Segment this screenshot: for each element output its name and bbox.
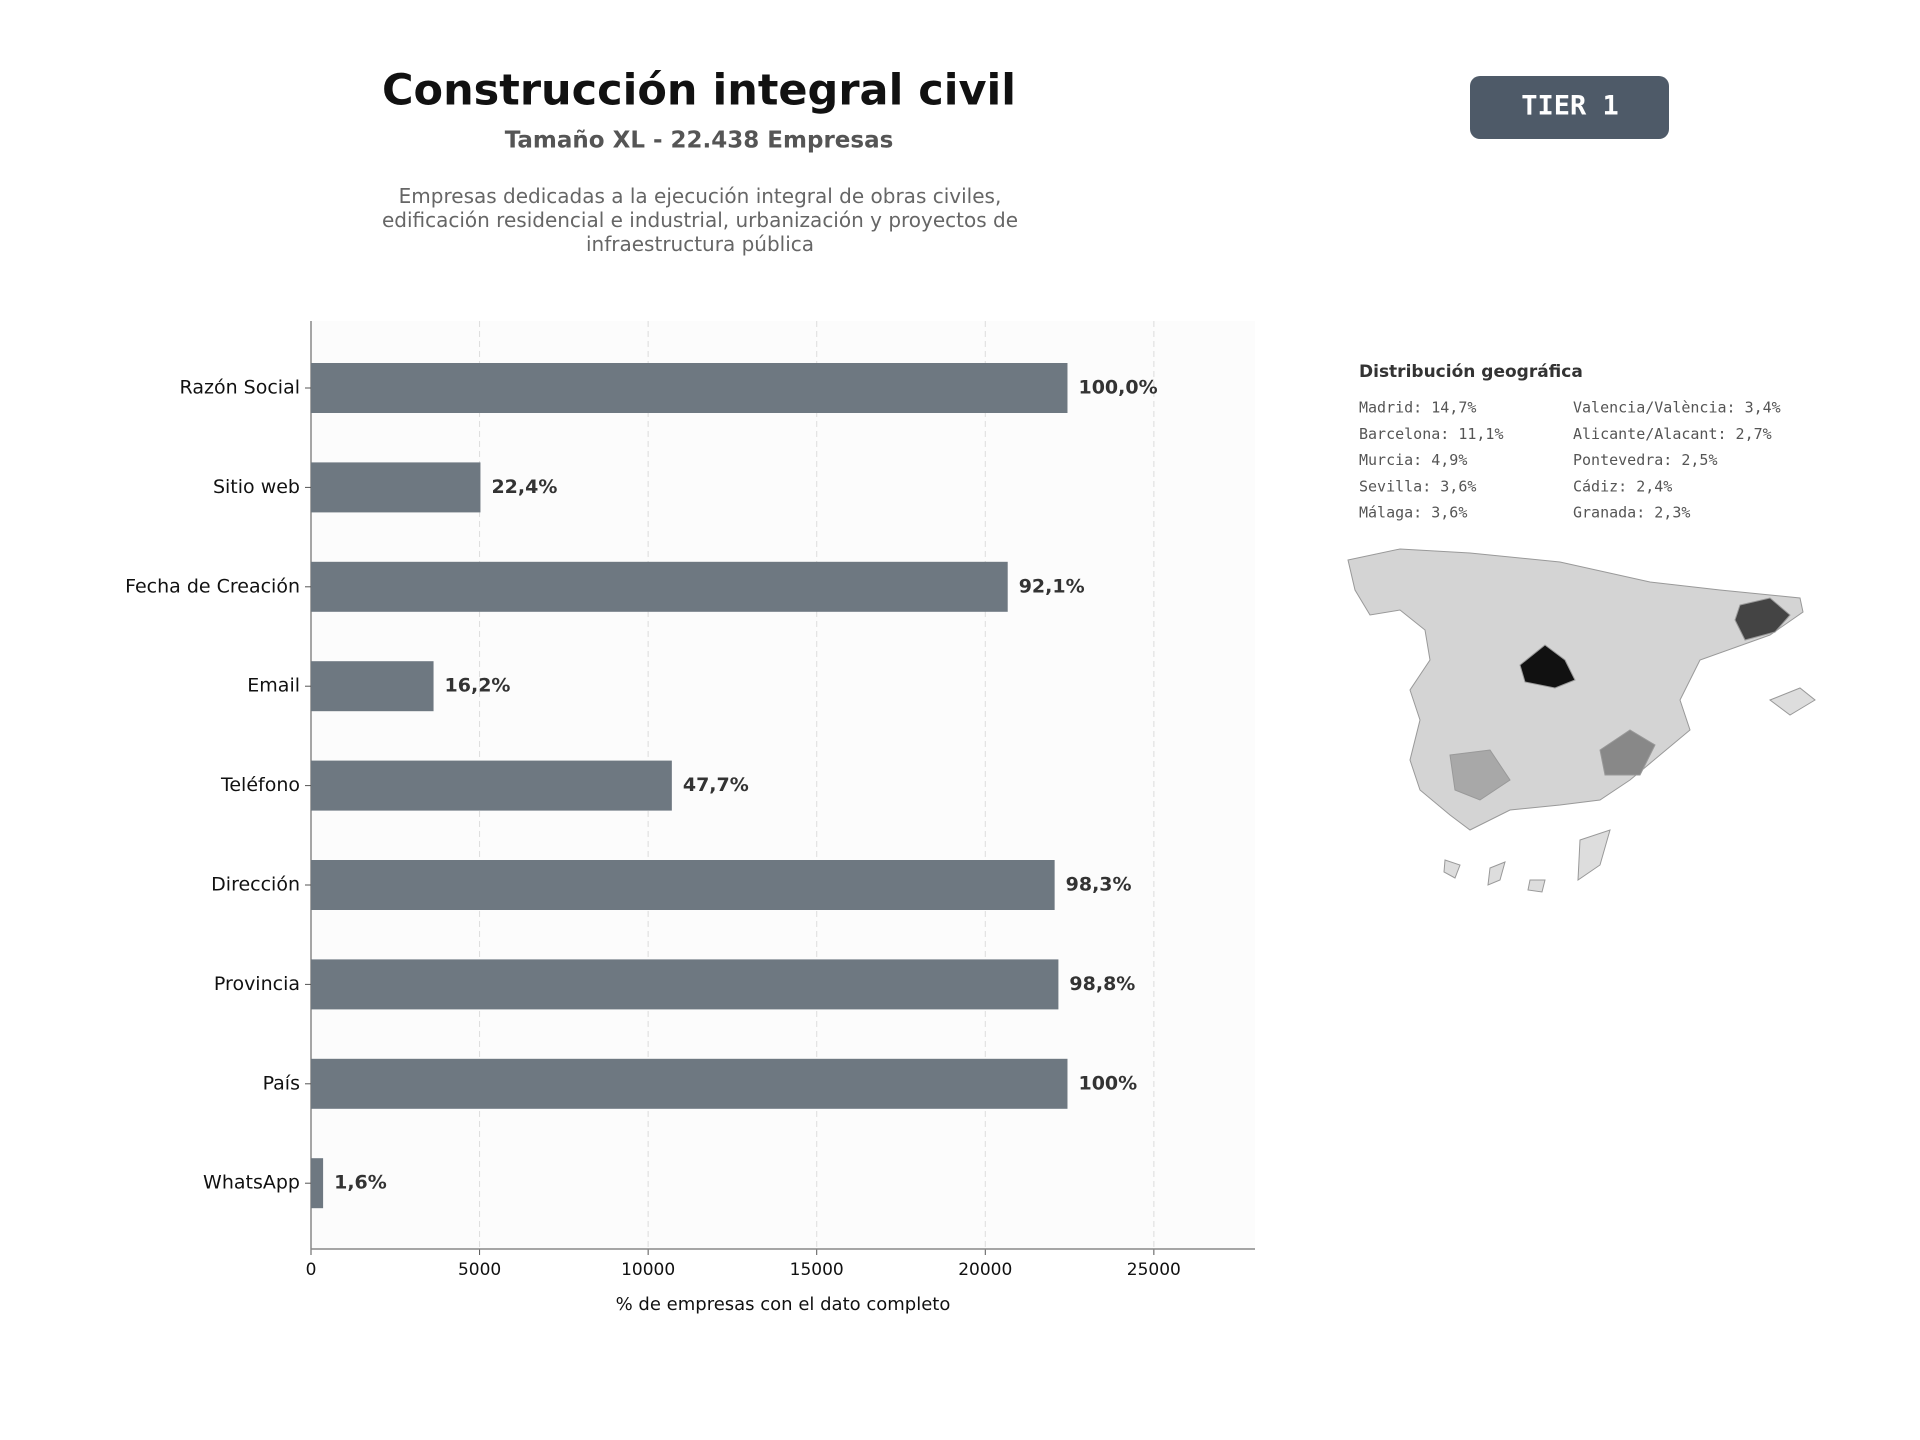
y-tick-label: Provincia — [214, 973, 300, 995]
bar — [311, 363, 1068, 413]
badge: TIER 1 — [1521, 91, 1619, 122]
geo-item: Granada: 2,3% — [1573, 504, 1690, 522]
value-label: 98,3% — [1066, 874, 1132, 896]
value-label: 1,6% — [334, 1172, 387, 1194]
y-tick-label: Razón Social — [180, 377, 300, 399]
geo-item: Pontevedra: 2,5% — [1573, 451, 1718, 469]
x-label: % de empresas con el dato completo — [616, 1294, 951, 1315]
y-tick-label: Dirección — [211, 874, 300, 896]
description: Empresas dedicadas a la ejecución integr… — [381, 184, 1019, 256]
y-tick-label: Fecha de Creación — [125, 575, 300, 597]
map — [1347, 548, 1816, 893]
y-tick-label: Teléfono — [220, 774, 300, 796]
x-tick-label: 5000 — [458, 1260, 501, 1280]
bar — [311, 860, 1055, 910]
x-tick-label: 10000 — [621, 1260, 675, 1280]
value-label: 22,4% — [491, 476, 557, 498]
bar — [311, 959, 1059, 1010]
geo-item: Sevilla: 3,6% — [1359, 477, 1476, 495]
bar — [311, 1058, 1068, 1109]
title: Construcción integral civil — [382, 66, 1016, 116]
y-tick-label: Email — [247, 675, 300, 697]
value-label: 98,8% — [1069, 973, 1135, 995]
bar — [311, 561, 1008, 612]
geo-item: Murcia: 4,9% — [1359, 451, 1467, 469]
geo-item: Barcelona: 11,1% — [1359, 425, 1504, 443]
bar — [311, 1158, 324, 1209]
subtitle: Tamaño XL - 22.438 Empresas — [505, 128, 894, 154]
geo-item: Valencia/València: 3,4% — [1573, 399, 1781, 417]
x-tick-label: 25000 — [1127, 1260, 1181, 1280]
value-label: 47,7% — [683, 774, 749, 796]
bar — [311, 760, 672, 811]
y-tick-label: WhatsApp — [203, 1172, 300, 1194]
bar — [311, 661, 434, 712]
geo-item: Málaga: 3,6% — [1359, 504, 1467, 522]
bar — [311, 462, 481, 513]
x-tick-label: 0 — [306, 1260, 317, 1280]
geo-title: Distribución geográfica — [1359, 362, 1583, 382]
value-label: 100,0% — [1078, 377, 1157, 399]
value-label: 100% — [1078, 1072, 1137, 1094]
badge-box — [1470, 76, 1669, 139]
geo-item: Alicante/Alacant: 2,7% — [1573, 425, 1772, 443]
value-label: 16,2% — [445, 675, 511, 697]
value-label: 92,1% — [1019, 575, 1085, 597]
y-tick-label: País — [263, 1072, 300, 1094]
x-tick-label: 15000 — [790, 1260, 844, 1280]
y-tick-label: Sitio web — [213, 476, 300, 498]
x-tick-label: 20000 — [958, 1260, 1012, 1280]
geo-item: Madrid: 14,7% — [1359, 399, 1476, 417]
geo-item: Cádiz: 2,4% — [1573, 477, 1672, 495]
